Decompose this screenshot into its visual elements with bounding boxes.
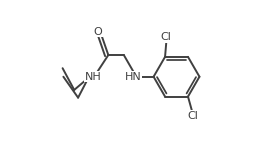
Text: HN: HN [125, 72, 141, 82]
Text: Cl: Cl [161, 33, 172, 42]
Text: O: O [93, 27, 102, 37]
Text: NH: NH [84, 72, 101, 82]
Text: Cl: Cl [187, 111, 198, 121]
